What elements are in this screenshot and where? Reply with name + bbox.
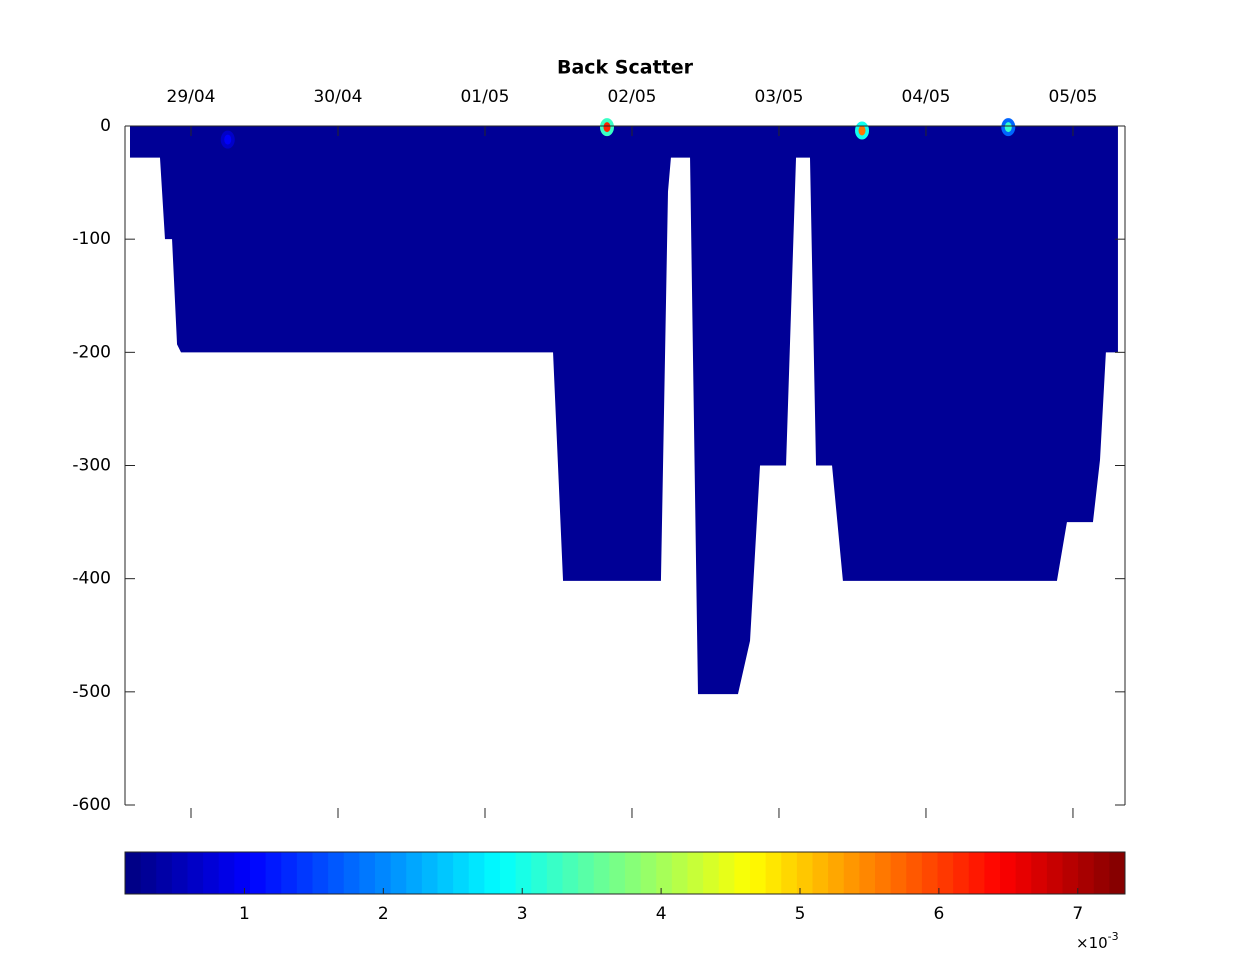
hotspot xyxy=(224,134,232,145)
colorbar-cell xyxy=(562,852,579,894)
colorbar-cell xyxy=(140,852,157,894)
multiplier-exponent: -3 xyxy=(1108,930,1119,943)
colorbar-cell xyxy=(156,852,173,894)
y-tick-label: -600 xyxy=(72,795,111,815)
chart-title: Back Scatter xyxy=(557,57,694,79)
colorbar-cell xyxy=(718,852,735,894)
colorbar-cell xyxy=(515,852,532,894)
colorbar-cell xyxy=(468,852,485,894)
colorbar-cell xyxy=(421,852,438,894)
colorbar-cell xyxy=(968,852,985,894)
colorbar-cell xyxy=(781,852,798,894)
colorbar-cell xyxy=(1015,852,1032,894)
colorbar-cell xyxy=(265,852,282,894)
colorbar-cell xyxy=(593,852,610,894)
colorbar-cell xyxy=(328,852,345,894)
colorbar-tick-label: 5 xyxy=(795,904,806,924)
colorbar-tick-label: 6 xyxy=(933,904,944,924)
colorbar-cell xyxy=(484,852,501,894)
colorbar-cell xyxy=(875,852,892,894)
colorbar-multiplier: ×10-3 xyxy=(1076,930,1119,952)
colorbar-cell xyxy=(1093,852,1110,894)
colorbar-cell xyxy=(390,852,407,894)
colorbar-tick-label: 2 xyxy=(378,904,389,924)
colorbar-cell xyxy=(125,852,142,894)
x-tick-label: 05/05 xyxy=(1048,87,1097,107)
colorbar-tick-label: 3 xyxy=(517,904,528,924)
field xyxy=(129,126,1118,695)
colorbar-cell xyxy=(734,852,751,894)
y-tick-label: -500 xyxy=(72,682,111,702)
colorbar-cell xyxy=(250,852,267,894)
colorbar-cell xyxy=(625,852,642,894)
x-tick-label: 01/05 xyxy=(460,87,509,107)
colorbar-cell xyxy=(578,852,595,894)
colorbar-tick-label: 7 xyxy=(1072,904,1083,924)
colorbar-cell xyxy=(187,852,204,894)
colorbar-cell xyxy=(890,852,907,894)
colorbar-frame xyxy=(124,851,1126,895)
colorbar-cell xyxy=(203,852,220,894)
colorbar-cell xyxy=(765,852,782,894)
colorbar-cell xyxy=(343,852,360,894)
y-tick-label: -400 xyxy=(72,569,111,589)
colorbar-cell xyxy=(1031,852,1048,894)
x-tick-label: 04/05 xyxy=(901,87,950,107)
colorbar-cell xyxy=(312,852,329,894)
y-tick-label: 0 xyxy=(100,116,111,136)
colorbar-cell xyxy=(1000,852,1017,894)
colorbar-cell xyxy=(546,852,563,894)
colorbar-cell xyxy=(687,852,704,894)
colorbar-cell xyxy=(1062,852,1079,894)
colorbar-cell xyxy=(375,852,392,894)
colorbar-cell xyxy=(531,852,548,894)
colorbar-cell xyxy=(859,852,876,894)
hotspot xyxy=(858,125,866,136)
colorbar-cell xyxy=(796,852,813,894)
colorbar-cell xyxy=(1078,852,1095,894)
x-tick-label: 03/05 xyxy=(754,87,803,107)
colorbar-cell xyxy=(750,852,767,894)
colorbar-cell xyxy=(218,852,235,894)
colorbar-cell xyxy=(1109,852,1126,894)
colorbar-cell xyxy=(953,852,970,894)
colorbar-cell xyxy=(1046,852,1063,894)
colorbar-cell xyxy=(171,852,188,894)
colorbar-cell xyxy=(609,852,626,894)
x-tick-label: 30/04 xyxy=(313,87,362,107)
colorbar-tick-label: 4 xyxy=(656,904,667,924)
colorbar-cell xyxy=(359,852,376,894)
colorbar-cell xyxy=(828,852,845,894)
colorbar-cell xyxy=(640,852,657,894)
x-tick-label: 02/05 xyxy=(607,87,656,107)
colorbar-cell xyxy=(843,852,860,894)
y-tick-label: -100 xyxy=(72,229,111,249)
colorbar-cell xyxy=(937,852,954,894)
colorbar-cell xyxy=(453,852,470,894)
colorbar-cell xyxy=(234,852,251,894)
y-tick-label: -300 xyxy=(72,456,111,476)
multiplier-base: ×10 xyxy=(1076,934,1108,952)
colorbar-cell xyxy=(437,852,454,894)
colorbar-cell xyxy=(703,852,720,894)
colorbar-cell xyxy=(281,852,298,894)
colorbar-cell xyxy=(671,852,688,894)
hotspot xyxy=(1004,122,1012,133)
x-tick-label: 29/04 xyxy=(167,87,216,107)
colorbar-cell xyxy=(984,852,1001,894)
colorbar-cell xyxy=(656,852,673,894)
hotspot xyxy=(603,122,611,133)
colorbar-cell xyxy=(906,852,923,894)
colorbar-cell xyxy=(921,852,938,894)
y-tick-label: -200 xyxy=(72,342,111,362)
colorbar-cell xyxy=(500,852,517,894)
colorbar-cell xyxy=(406,852,423,894)
colorbar-tick-label: 1 xyxy=(239,904,250,924)
colorbar-cell xyxy=(812,852,829,894)
colorbar-cell xyxy=(296,852,313,894)
